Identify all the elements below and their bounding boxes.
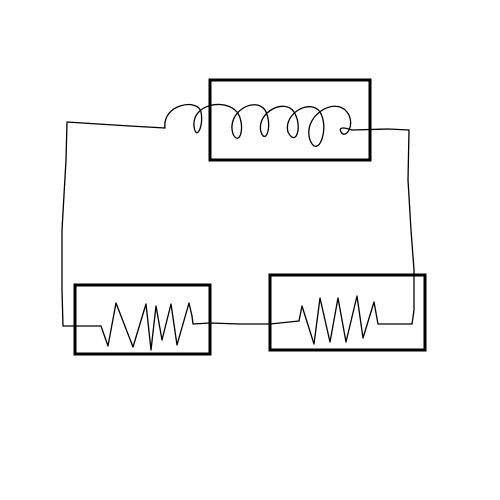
resistor-right-box <box>268 273 427 352</box>
wire-top-left <box>61 121 166 327</box>
resistor-left-zigzag <box>100 302 193 351</box>
resistor-left-box <box>73 283 212 356</box>
wire-right <box>351 128 415 325</box>
inductor-coil <box>164 103 353 148</box>
wires <box>61 121 415 327</box>
wire-middle <box>191 315 300 325</box>
resistor-right-zigzag <box>298 295 413 345</box>
inductor-box <box>208 78 372 162</box>
